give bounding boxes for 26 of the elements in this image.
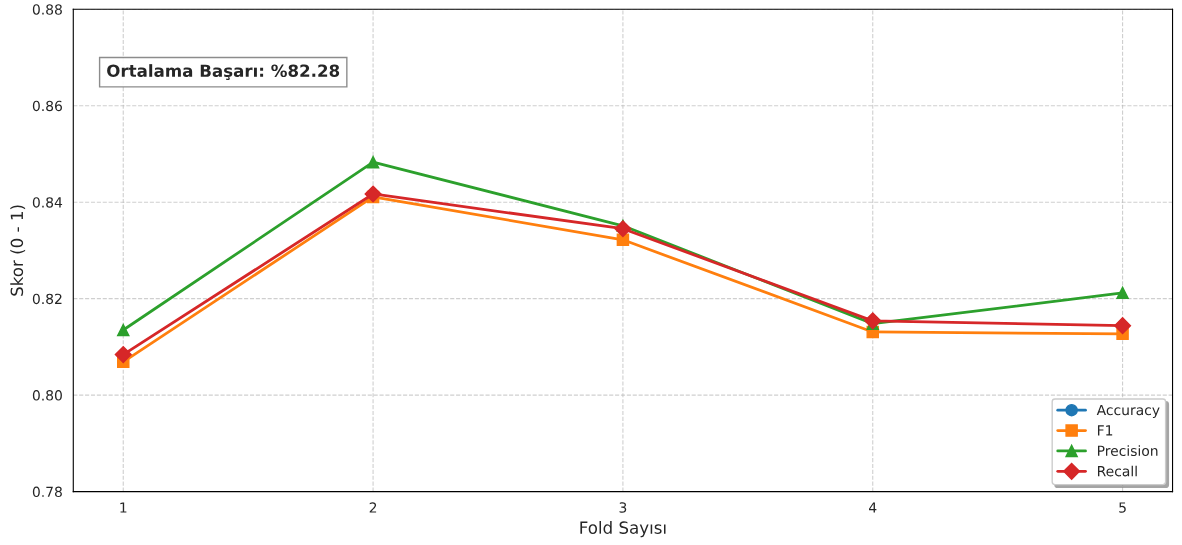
annotation: Ortalama Başarı: %82.28 — [107, 64, 340, 81]
y-tick-label: 0.88 — [32, 4, 62, 15]
y-tick-label: 0.80 — [32, 390, 62, 401]
point — [116, 323, 130, 337]
point — [864, 312, 882, 330]
x-tick-label: 5 — [1119, 502, 1126, 513]
y-tick-label: 0.84 — [32, 197, 63, 208]
point — [1114, 317, 1132, 335]
legend-label: F1 — [1098, 425, 1113, 436]
point — [1116, 286, 1129, 300]
y-tick-label: 0.78 — [32, 486, 62, 498]
legend-label: Precision — [1098, 445, 1158, 457]
point — [366, 155, 380, 169]
y-axis-title: Skor (0 - 1) — [10, 205, 26, 296]
x-axis-title: Fold Sayısı — [580, 521, 666, 538]
legend-label: Accuracy — [1096, 404, 1160, 418]
legend-label: Recall — [1098, 465, 1137, 477]
point — [614, 220, 632, 238]
x-tick-label: 4 — [869, 502, 877, 513]
y-tick-label: 0.82 — [32, 293, 62, 305]
x-tick-label: 3 — [619, 502, 627, 513]
x-tick-label: 2 — [369, 502, 377, 513]
point — [364, 185, 382, 203]
x-tick-label: 1 — [120, 502, 127, 513]
y-tick-label: 0.86 — [32, 100, 62, 112]
point — [114, 346, 132, 364]
